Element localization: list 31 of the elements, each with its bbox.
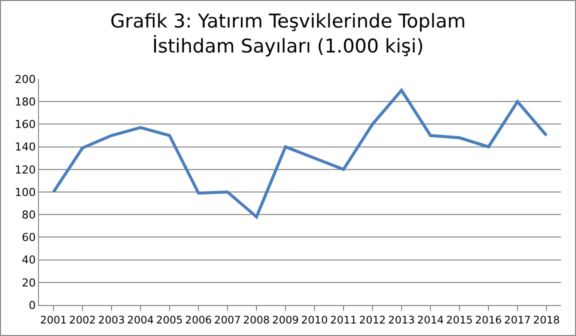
x-tick-label: 2006 [185,314,212,327]
x-tick-label: 2004 [127,314,154,327]
x-tick-label: 2003 [98,314,125,327]
x-tick-label: 2017 [504,314,531,327]
line-series [52,88,548,218]
x-tick-label: 2001 [40,314,67,327]
y-tick-label: 120 [14,163,36,176]
x-tick-label: 2008 [243,314,270,327]
x-tick-label: 2002 [69,314,96,327]
y-tick-label: 160 [14,118,36,132]
y-tick-label: 100 [14,186,36,199]
x-tick-label: 2009 [272,314,299,327]
y-tick-label: 20 [22,276,36,290]
x-tick-label: 2014 [417,314,444,327]
x-tick-label: 2005 [156,314,183,327]
x-tick-label: 2010 [301,314,328,327]
y-tick-label: 180 [14,95,36,108]
y-tick-label: 40 [22,254,36,267]
y-tick-label: 200 [14,72,36,86]
x-tick-label: 2015 [446,314,473,327]
x-tick-label: 2012 [359,314,386,327]
y-tick-label: 60 [22,231,36,244]
x-tick-label: 2007 [214,314,241,327]
chart-title: Grafik 3: Yatırım Teşviklerinde Toplam İstihdam Sayıları (1.000 kişi) [110,10,466,58]
x-tick-label: 2013 [388,314,415,327]
x-tick-label: 2018 [533,314,560,327]
x-tick-label: 2016 [475,314,502,327]
x-tick-label: 2011 [330,314,357,327]
y-tick-label: 0 [28,298,36,312]
y-tick-label: 140 [14,140,36,154]
y-tick-label: 80 [22,208,36,222]
